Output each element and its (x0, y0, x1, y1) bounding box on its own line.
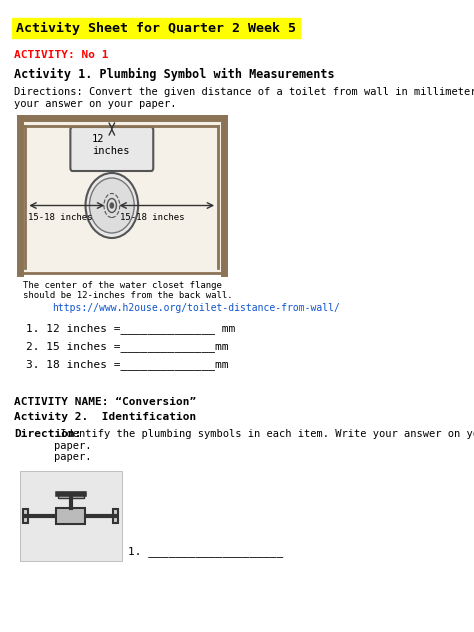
Text: 3. 18 inches =______________mm: 3. 18 inches =______________mm (27, 359, 229, 370)
FancyBboxPatch shape (70, 127, 153, 171)
Text: 1. ____________________: 1. ____________________ (128, 546, 283, 557)
Bar (20, 471, 122, 561)
Bar (23, 509, 28, 523)
Text: The center of the water closet flange
should be 12-inches from the back wall.: The center of the water closet flange sh… (23, 281, 233, 300)
Text: Activity 2.  Identification: Activity 2. Identification (15, 412, 197, 422)
Text: Activity 1. Plumbing Symbol with Measurements: Activity 1. Plumbing Symbol with Measure… (15, 68, 335, 81)
Bar (56, 508, 85, 524)
Bar (57, 492, 84, 498)
Circle shape (110, 203, 113, 208)
Text: 15-18 inches: 15-18 inches (28, 214, 93, 222)
Ellipse shape (85, 173, 138, 238)
Text: ACTIVITY: No 1: ACTIVITY: No 1 (15, 50, 109, 60)
Bar (113, 509, 118, 523)
Text: 12
inches: 12 inches (92, 134, 129, 156)
Text: Identify the plumbing symbols in each item. Write your answer on your
paper.
pap: Identify the plumbing symbols in each it… (54, 429, 474, 462)
Text: 1. 12 inches =______________ mm: 1. 12 inches =______________ mm (27, 323, 236, 334)
Text: 15-18 inches: 15-18 inches (120, 214, 184, 222)
Ellipse shape (90, 178, 134, 233)
Text: Direction:: Direction: (15, 429, 82, 439)
Text: 2. 15 inches =______________mm: 2. 15 inches =______________mm (27, 341, 229, 352)
Bar (20, 118, 224, 273)
Text: https://www.h2ouse.org/toilet-distance-from-wall/: https://www.h2ouse.org/toilet-distance-f… (53, 303, 340, 313)
Text: Directions: Convert the given distance of a toilet from wall in millimeters. Wri: Directions: Convert the given distance o… (15, 87, 474, 109)
Text: Activity Sheet for Quarter 2 Week 5: Activity Sheet for Quarter 2 Week 5 (16, 21, 296, 35)
Text: ACTIVITY NAME: “Conversion”: ACTIVITY NAME: “Conversion” (15, 397, 197, 407)
